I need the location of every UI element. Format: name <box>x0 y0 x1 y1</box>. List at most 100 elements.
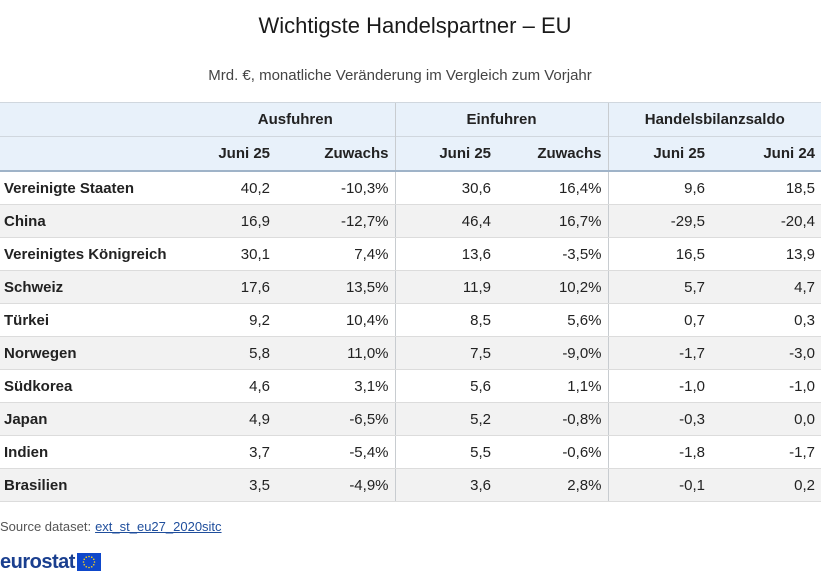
value-cell: 8,5 <box>394 303 497 337</box>
value-cell: 0,0 <box>711 402 822 436</box>
value-cell: 11,9 <box>394 270 497 304</box>
sub-header-balance-previous: Juni 24 <box>711 136 822 172</box>
flag-star <box>85 556 87 559</box>
flag-background <box>76 553 101 571</box>
flag-star <box>82 561 85 563</box>
flag-star <box>90 565 93 568</box>
value-cell: 5,6 <box>394 369 497 403</box>
value-cell: -0,6% <box>497 435 608 469</box>
logo-text: eurostat <box>0 550 75 573</box>
value-cell: 11,0% <box>276 336 395 370</box>
value-cell: 13,5% <box>276 270 395 304</box>
trade-table: Ausfuhren Einfuhren Handelsbilanzsaldo J… <box>0 102 822 502</box>
value-cell: 46,4 <box>394 204 497 238</box>
flag-star <box>93 561 96 563</box>
country-cell: Norwegen <box>0 336 196 370</box>
value-cell: 5,5 <box>394 435 497 469</box>
sub-header-imports-value: Juni 25 <box>394 136 497 172</box>
value-cell: -4,9% <box>276 468 395 502</box>
flag-star <box>85 565 87 568</box>
value-cell: -10,3% <box>276 171 395 205</box>
table-row: Norwegen 5,8 11,0% 7,5 -9,0% -1,7 -3,0 <box>0 336 822 370</box>
country-cell: Brasilien <box>0 468 196 502</box>
corner-cell <box>0 102 196 137</box>
value-cell: 16,7% <box>497 204 608 238</box>
value-cell: -3,5% <box>497 237 608 271</box>
group-header-einfuhren: Einfuhren <box>394 102 608 137</box>
value-cell: 16,4% <box>497 171 608 205</box>
flag-star <box>83 563 85 566</box>
group-header-row: Ausfuhren Einfuhren Handelsbilanzsaldo <box>0 102 822 137</box>
source-line: Source dataset: ext_st_eu27_2020sitc <box>0 519 222 534</box>
group-header-ausfuhren: Ausfuhren <box>196 102 395 137</box>
group-header-handelsbilanzsaldo: Handelsbilanzsaldo <box>607 102 822 137</box>
corner-cell-sub <box>0 136 196 172</box>
value-cell: -1,7 <box>607 336 711 370</box>
value-cell: 3,1% <box>276 369 395 403</box>
sub-header-balance-current: Juni 25 <box>607 136 711 172</box>
value-cell: 0,3 <box>711 303 822 337</box>
sub-header-exports-value: Juni 25 <box>196 136 276 172</box>
value-cell: 4,6 <box>196 369 276 403</box>
value-cell: -20,4 <box>711 204 822 238</box>
source-label: Source dataset: <box>0 519 92 534</box>
value-cell: 0,7 <box>607 303 711 337</box>
value-cell: -3,0 <box>711 336 822 370</box>
flag-star <box>90 556 93 559</box>
value-cell: -12,7% <box>276 204 395 238</box>
value-cell: 0,2 <box>711 468 822 502</box>
value-cell: 17,6 <box>196 270 276 304</box>
value-cell: 13,6 <box>394 237 497 271</box>
chart-subtitle: Mrd. €, monatliche Veränderung im Vergle… <box>208 67 592 84</box>
value-cell: 10,4% <box>276 303 395 337</box>
table-row: China 16,9 -12,7% 46,4 16,7% -29,5 -20,4 <box>0 204 822 238</box>
value-cell: 7,4% <box>276 237 395 271</box>
value-cell: 10,2% <box>497 270 608 304</box>
table-row: Vereinigte Staaten 40,2 -10,3% 30,6 16,4% 9,6… <box>0 171 822 205</box>
value-cell: 5,2 <box>394 402 497 436</box>
table-body: Vereinigte Staaten 40,2 -10,3% 30,6 16,4% 9,6… <box>0 171 822 502</box>
sub-header-exports-growth: Zuwachs <box>276 136 395 172</box>
table-row: Brasilien 3,5 -4,9% 3,6 2,8% -0,1 0,2 <box>0 468 822 502</box>
value-cell: 3,7 <box>196 435 276 469</box>
value-cell: -1,0 <box>711 369 822 403</box>
value-cell: 16,5 <box>607 237 711 271</box>
value-cell: 9,2 <box>196 303 276 337</box>
country-cell: Südkorea <box>0 369 196 403</box>
chart-title: Wichtigste Handelspartner – EU <box>258 13 572 38</box>
value-cell: -6,5% <box>276 402 395 436</box>
value-cell: 2,8% <box>497 468 608 502</box>
value-cell: -5,4% <box>276 435 395 469</box>
value-cell: 7,5 <box>394 336 497 370</box>
value-cell: 30,6 <box>394 171 497 205</box>
table-row: Südkorea 4,6 3,1% 5,6 1,1% -1,0 -1,0 <box>0 369 822 403</box>
table-row: Japan 4,9 -6,5% 5,2 -0,8% -0,3 0,0 <box>0 402 822 436</box>
value-cell: 3,6 <box>394 468 497 502</box>
value-cell: -1,8 <box>607 435 711 469</box>
table-row: Schweiz 17,6 13,5% 11,9 10,2% 5,7 4,7 <box>0 270 822 304</box>
value-cell: 18,5 <box>711 171 822 205</box>
source-dataset-link[interactable]: ext_st_eu27_2020sitc <box>95 519 222 534</box>
country-cell: Vereinigtes Königreich <box>0 237 196 271</box>
country-cell: Vereinigte Staaten <box>0 171 196 205</box>
value-cell: 4,7 <box>711 270 822 304</box>
value-cell: 3,5 <box>196 468 276 502</box>
value-cell: -0,1 <box>607 468 711 502</box>
country-cell: Japan <box>0 402 196 436</box>
country-cell: Schweiz <box>0 270 196 304</box>
eu-flag-icon <box>76 553 101 571</box>
value-cell: 5,6% <box>497 303 608 337</box>
value-cell: 4,9 <box>196 402 276 436</box>
value-cell: 5,8 <box>196 336 276 370</box>
flag-star <box>92 558 95 561</box>
flag-star <box>92 563 95 566</box>
table-row: Indien 3,7 -5,4% 5,5 -0,6% -1,8 -1,7 <box>0 435 822 469</box>
table-row: Türkei 9,2 10,4% 8,5 5,6% 0,7 0,3 <box>0 303 822 337</box>
value-cell: -0,8% <box>497 402 608 436</box>
flag-star <box>83 558 85 561</box>
value-cell: 16,9 <box>196 204 276 238</box>
flag-star <box>88 555 90 558</box>
value-cell: 5,7 <box>607 270 711 304</box>
country-cell: China <box>0 204 196 238</box>
